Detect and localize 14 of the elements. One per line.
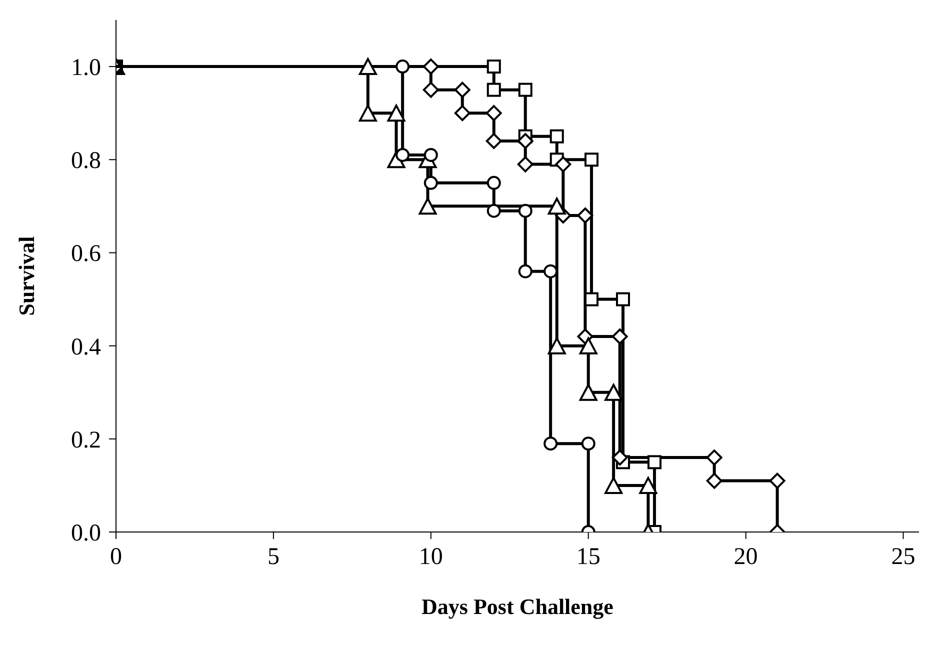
x-tick-label: 25 <box>891 544 916 570</box>
x-tick-label: 0 <box>110 544 122 570</box>
x-tick-label: 10 <box>418 544 443 570</box>
x-tick-label: 5 <box>267 544 280 570</box>
y-tick-label: 0.8 <box>71 148 101 174</box>
y-tick-label: 1.0 <box>71 55 101 82</box>
y-tick-label: 0.0 <box>71 520 101 547</box>
y-tick-label: 0.4 <box>71 334 101 360</box>
x-tick-label: 20 <box>734 544 758 570</box>
x-tick-label: 15 <box>576 544 600 570</box>
y-tick-label: 0.6 <box>71 241 101 268</box>
y-tick-label: 0.2 <box>71 427 101 454</box>
y-axis-title: Survival <box>14 236 39 316</box>
x-axis-title: Days Post Challenge <box>422 594 614 619</box>
